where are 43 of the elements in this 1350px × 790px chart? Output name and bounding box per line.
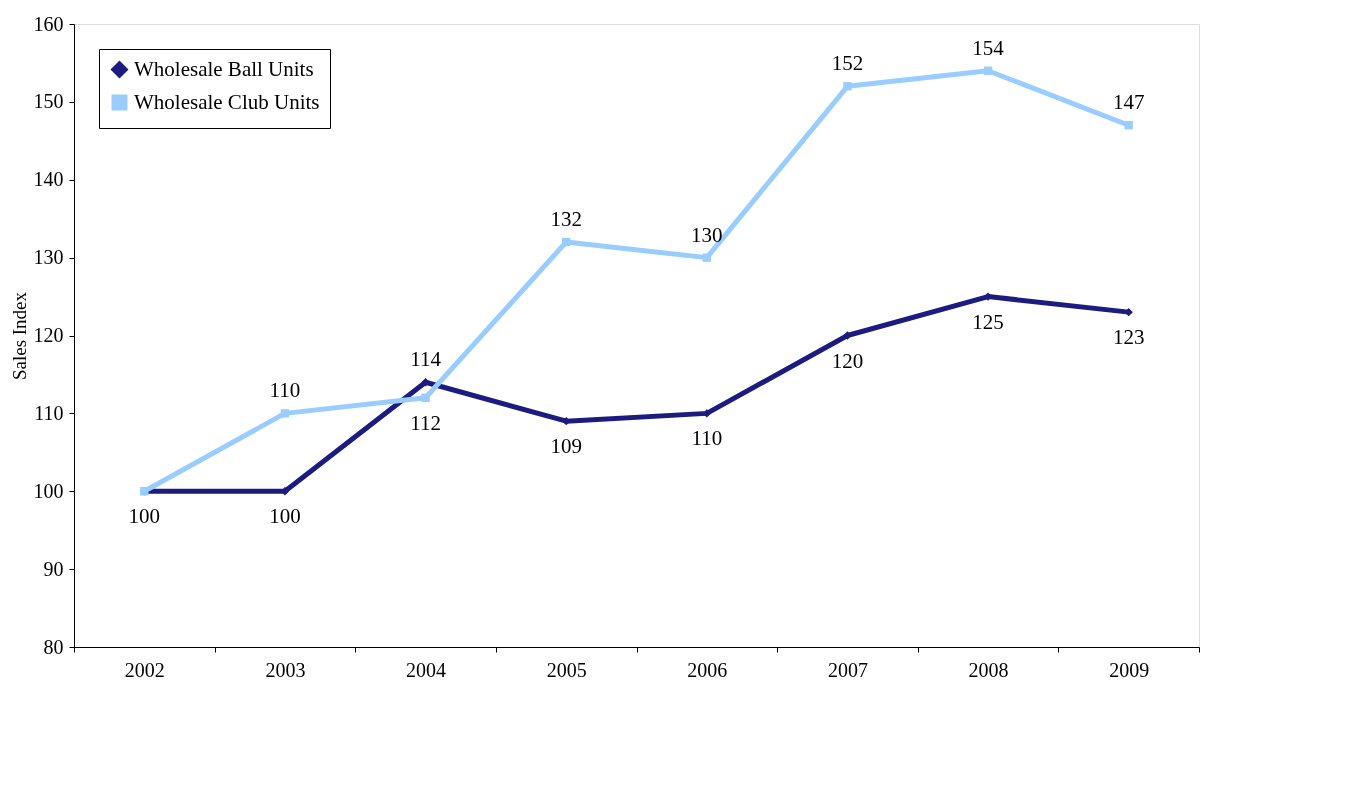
y-tick-label: 150: [33, 90, 64, 113]
y-tick-label: 130: [33, 246, 64, 269]
x-tick-label: 2008: [968, 658, 1009, 681]
x-tick-label: 2005: [546, 658, 587, 681]
data-label: 110: [691, 426, 723, 451]
x-tick-label: 2004: [406, 658, 447, 681]
point: [983, 66, 993, 75]
x-tick-label: 2007: [827, 658, 868, 681]
data-label: 125: [972, 309, 1004, 334]
legend-label: Wholesale Club Units: [134, 89, 320, 114]
data-label: 147: [1112, 90, 1145, 115]
data-label: 109: [550, 434, 582, 459]
point: [562, 237, 571, 247]
point: [1124, 121, 1133, 130]
data-label: 100: [128, 504, 161, 529]
data-label: 152: [831, 51, 864, 76]
data-label: 123: [1112, 325, 1145, 350]
point: [421, 393, 430, 402]
point: [280, 409, 290, 418]
data-label: 154: [972, 35, 1005, 60]
data-label: 110: [269, 378, 301, 403]
point: [702, 253, 711, 262]
y-tick-label: 160: [33, 12, 64, 35]
y-tick-label: 90: [43, 557, 64, 580]
data-label: 100: [269, 504, 301, 529]
x-tick-label: 2002: [124, 658, 165, 681]
data-label: 132: [550, 207, 582, 232]
data-label: 114: [410, 347, 442, 372]
data-label: 120: [831, 348, 864, 373]
y-tick-label: 120: [33, 324, 64, 346]
legend-label: Wholesale Ball Units: [134, 56, 314, 81]
x-tick-label: 2006: [687, 658, 728, 681]
data-label: 130: [691, 222, 723, 247]
y-tick-label: 100: [33, 479, 64, 502]
y-tick-label: 140: [33, 168, 64, 191]
x-tick-label: 2003: [265, 658, 306, 681]
x-tick-label: 2009: [1109, 658, 1150, 681]
point: [421, 378, 430, 387]
point: [843, 82, 852, 91]
y-tick-label: 80: [43, 635, 64, 658]
data-label: 112: [410, 410, 441, 435]
y-tick-label: 110: [34, 401, 64, 424]
y-axis-title: Sales Index: [8, 291, 30, 381]
